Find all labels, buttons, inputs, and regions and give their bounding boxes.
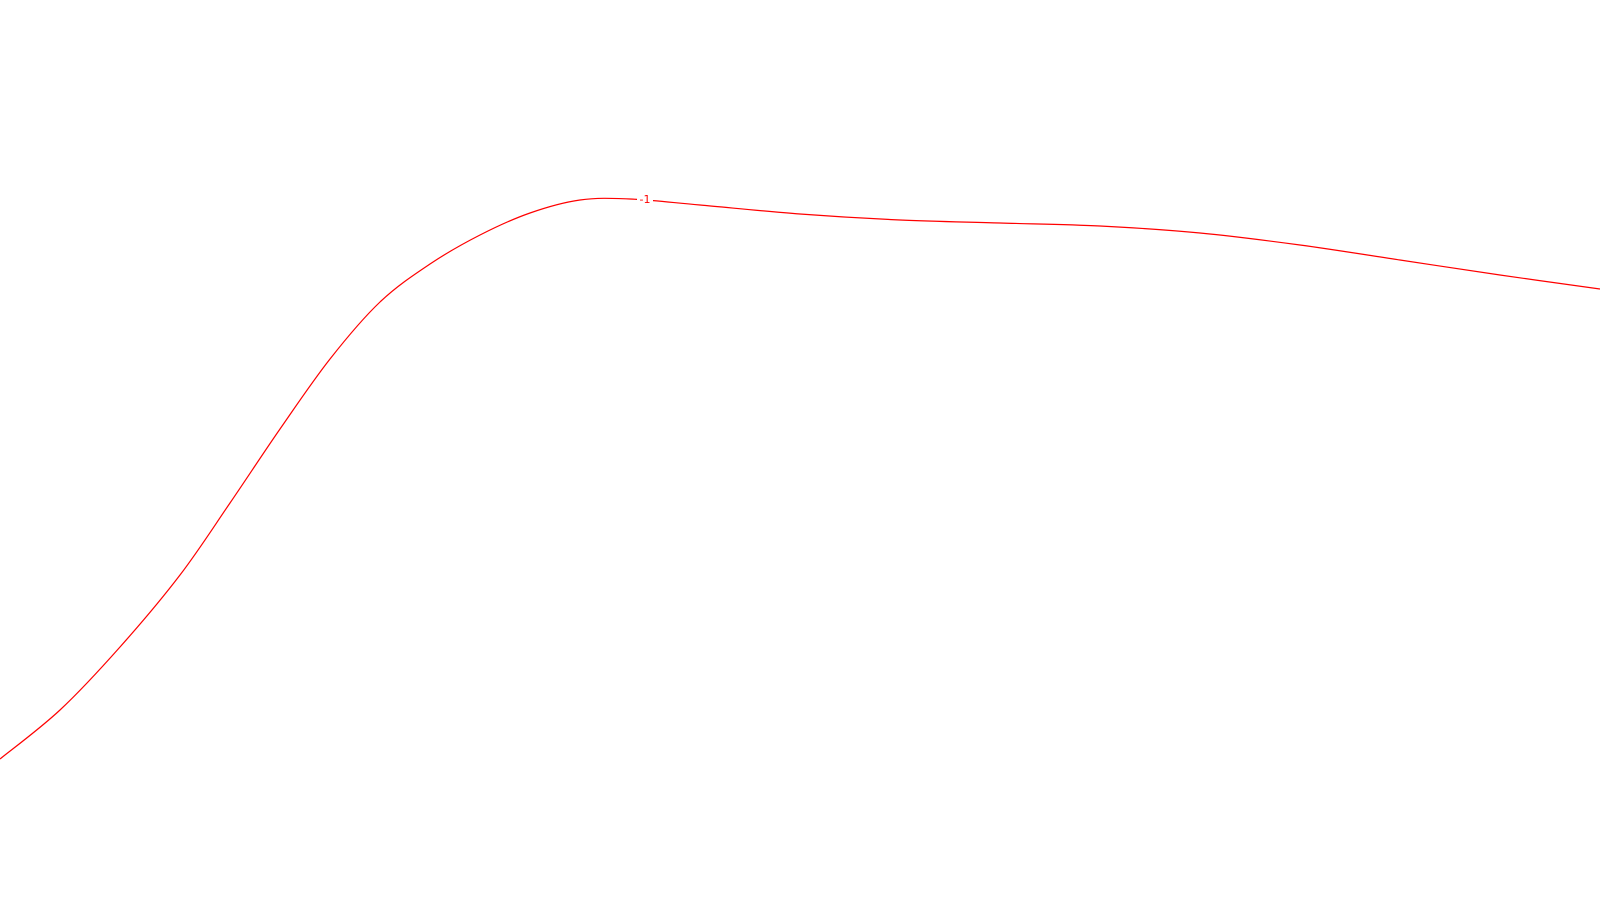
plot-area: -1 bbox=[0, 193, 1600, 760]
series-line-0 bbox=[0, 197, 1600, 760]
data-label-0: -1 bbox=[640, 193, 651, 206]
data-label-background bbox=[637, 193, 653, 205]
